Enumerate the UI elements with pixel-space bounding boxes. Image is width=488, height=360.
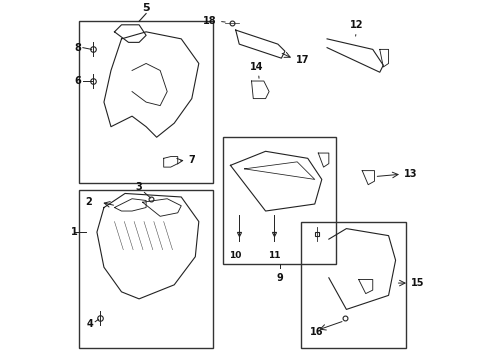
Text: 16: 16 bbox=[309, 327, 323, 337]
Text: 9: 9 bbox=[276, 273, 283, 283]
Text: 10: 10 bbox=[229, 251, 242, 260]
Text: 2: 2 bbox=[85, 197, 91, 207]
Bar bbox=[79, 190, 212, 348]
Bar bbox=[223, 137, 335, 264]
Text: 18: 18 bbox=[203, 16, 216, 26]
Text: 12: 12 bbox=[349, 20, 363, 30]
Bar bbox=[300, 221, 406, 348]
Text: 17: 17 bbox=[295, 55, 308, 65]
Text: 7: 7 bbox=[188, 155, 195, 165]
Bar bbox=[79, 21, 212, 183]
Text: 4: 4 bbox=[86, 319, 93, 329]
Text: 15: 15 bbox=[410, 278, 424, 288]
Text: 3: 3 bbox=[136, 182, 142, 192]
Text: 1: 1 bbox=[70, 227, 77, 237]
Text: 14: 14 bbox=[249, 62, 263, 72]
Text: 13: 13 bbox=[404, 169, 417, 179]
Text: 8: 8 bbox=[74, 42, 81, 53]
Text: 6: 6 bbox=[74, 76, 81, 86]
Text: 11: 11 bbox=[267, 251, 280, 260]
Text: 5: 5 bbox=[142, 3, 150, 13]
